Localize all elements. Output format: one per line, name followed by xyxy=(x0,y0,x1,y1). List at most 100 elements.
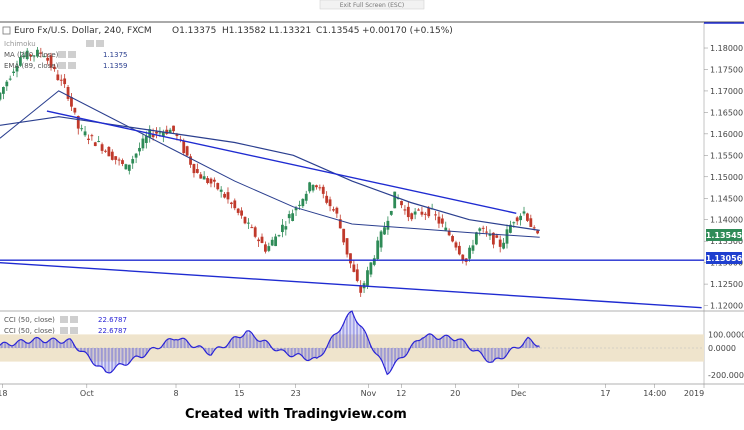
candle-body xyxy=(97,141,101,143)
candle-body xyxy=(42,56,46,58)
candle-body xyxy=(144,136,148,143)
candle-body xyxy=(212,179,216,182)
candle-body xyxy=(481,227,485,229)
support-price-tag: 1.13056 xyxy=(706,252,743,264)
time-tick-label: 17 xyxy=(600,389,610,398)
candle-body xyxy=(420,211,424,215)
ohlc-change: +0.00170 (+0.15%) xyxy=(362,26,453,36)
candle-body xyxy=(32,55,36,57)
price-tick-label: 1.15000 xyxy=(710,173,743,182)
candle-body xyxy=(532,227,536,229)
price-tick-label: 1.12000 xyxy=(710,302,743,311)
candle-body xyxy=(471,245,475,251)
candle-body xyxy=(328,199,332,207)
candle-body xyxy=(202,176,206,180)
candle-body xyxy=(444,227,448,231)
time-tick-label: 12 xyxy=(396,389,406,398)
candle-body xyxy=(478,228,482,231)
candle-body xyxy=(110,151,114,160)
candle-body xyxy=(49,55,53,68)
ema-label: EMA (89, close) xyxy=(4,62,59,70)
chart-legend: Euro Fx/U.S. Dollar, 240, FXCM O1.13375 … xyxy=(2,26,453,70)
candle-body xyxy=(311,184,315,191)
candle-body xyxy=(131,159,135,164)
time-tick-label: 20 xyxy=(450,389,460,398)
candle-body xyxy=(451,236,454,242)
candle-body xyxy=(216,183,220,190)
candle-body xyxy=(127,164,131,171)
candle-body xyxy=(151,134,155,138)
candle-body xyxy=(267,246,271,251)
candle-body xyxy=(246,222,250,224)
candle-body xyxy=(8,78,12,80)
cci2-settings-icon[interactable] xyxy=(70,327,78,334)
collapse-icon[interactable] xyxy=(2,26,11,35)
time-tick-label: 18 xyxy=(0,389,7,398)
time-tick-label: 2019 xyxy=(684,389,704,398)
last-price-tag: 1.13545 xyxy=(706,229,743,241)
candle-body xyxy=(90,135,94,137)
cci-label-1: CCI (50, close) xyxy=(4,316,55,324)
ema-settings-icon[interactable] xyxy=(68,62,76,69)
trendlines xyxy=(0,110,704,309)
candle-body xyxy=(349,253,352,264)
ohlc-high: H1.13582 xyxy=(222,26,266,36)
ma-visibility-icon[interactable] xyxy=(58,51,66,58)
candle-body xyxy=(338,219,342,229)
candle-body xyxy=(447,230,451,236)
price-tick-label: 1.16500 xyxy=(710,108,743,117)
candle-body xyxy=(294,207,298,211)
candle-body xyxy=(400,201,403,206)
candle-body xyxy=(287,214,291,219)
ema-visibility-icon[interactable] xyxy=(58,62,66,69)
candle-body xyxy=(219,189,223,192)
candle-body xyxy=(366,270,369,286)
candle-body xyxy=(87,138,90,140)
candle-body xyxy=(315,185,318,188)
candle-body xyxy=(233,200,237,209)
candle-body xyxy=(379,231,383,248)
candle-body xyxy=(321,186,325,194)
candle-body xyxy=(199,174,203,179)
candle-body xyxy=(498,239,502,247)
price-pane[interactable] xyxy=(0,23,704,311)
candle-body xyxy=(260,236,264,243)
ichimoku-settings-icon[interactable] xyxy=(96,40,104,47)
ma-settings-icon[interactable] xyxy=(68,51,76,58)
price-tick-label: 1.18000 xyxy=(710,44,743,53)
cci-settings-icon[interactable] xyxy=(70,316,78,323)
candle-body xyxy=(36,49,39,57)
candle-body xyxy=(335,207,339,214)
cci2-visibility-icon[interactable] xyxy=(60,327,68,334)
time-tick-label: 8 xyxy=(173,389,178,398)
candle-body xyxy=(352,264,356,272)
candle-body xyxy=(264,244,267,252)
cci-value-2: 22.6787 xyxy=(98,327,127,335)
candle-body xyxy=(406,206,410,218)
candle-body xyxy=(437,216,441,224)
candle-body xyxy=(369,262,373,275)
ichimoku-visibility-icon[interactable] xyxy=(86,40,94,47)
price-tick-label: 1.13500 xyxy=(710,237,743,246)
candle-body xyxy=(0,92,2,100)
candle-body xyxy=(495,235,499,238)
candle-body xyxy=(250,227,254,229)
trendline-upper xyxy=(46,110,517,214)
candle-body xyxy=(342,228,346,243)
cci-histogram xyxy=(0,311,540,375)
candle-body xyxy=(185,146,189,156)
candle-body xyxy=(53,66,56,70)
candle-body xyxy=(182,140,186,153)
candle-body xyxy=(12,71,16,74)
time-tick-label: 14:00 xyxy=(643,389,666,398)
candle-body xyxy=(454,242,458,248)
cci-tick-label: -200.0000 xyxy=(708,371,744,380)
exit-fullscreen-button[interactable]: Exit Full Screen (ESC) xyxy=(340,2,404,9)
candle-body xyxy=(393,191,397,209)
candle-body xyxy=(80,128,84,130)
cci-value-1: 22.6787 xyxy=(98,316,127,324)
candle-body xyxy=(515,217,519,222)
cci-visibility-icon[interactable] xyxy=(60,316,68,323)
candle-body xyxy=(519,215,523,221)
